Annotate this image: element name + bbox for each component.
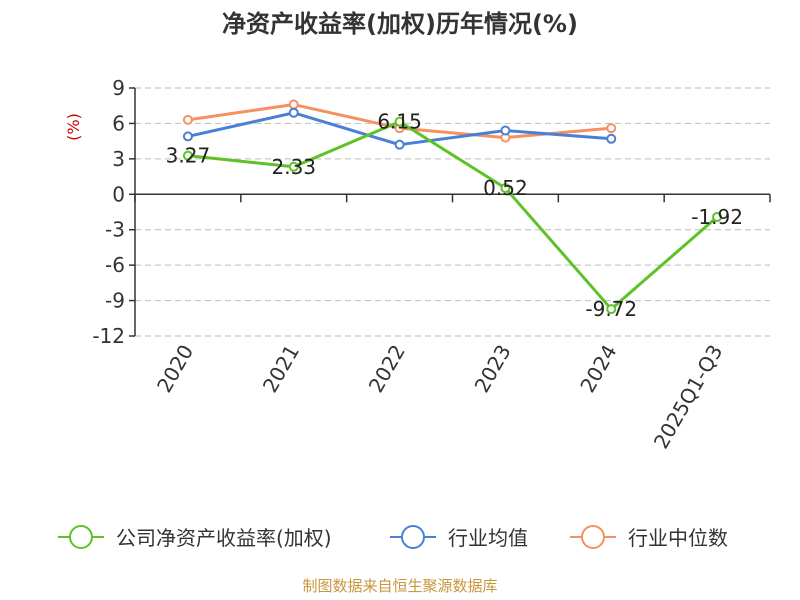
data-label: 0.52 xyxy=(483,176,528,200)
data-point xyxy=(394,139,405,150)
data-point xyxy=(182,114,193,125)
series-line xyxy=(187,120,719,311)
data-label: 6.15 xyxy=(377,110,422,134)
y-tick-label: 6 xyxy=(112,111,125,135)
data-labels: 3.27 2.33 6.15 0.52 -9.72 -1.92 xyxy=(166,110,743,321)
data-label: 2.33 xyxy=(271,155,316,179)
y-tick-label: -3 xyxy=(105,218,125,242)
chart-title: 净资产收益率(加权)历年情况(%) xyxy=(222,10,578,38)
data-label: 3.27 xyxy=(166,144,211,168)
legend-marker-icon xyxy=(401,525,425,549)
legend-item[interactable]: 公司净资产收益率(加权) xyxy=(58,525,332,550)
x-tick-label: 2024 xyxy=(575,341,621,397)
axes: 9 6 3 0 -3 -6 -9 -12 2020 2021 2022 2023 2024 2025Q1-… xyxy=(92,76,771,453)
y-tick-label: -12 xyxy=(92,324,125,348)
y-tick-label: -6 xyxy=(105,253,125,277)
series-group xyxy=(182,99,723,315)
legend-item[interactable]: 行业中位数 xyxy=(570,525,728,550)
data-point xyxy=(500,183,511,194)
data-point xyxy=(712,211,723,222)
data-point xyxy=(394,116,405,127)
data-label: -1.92 xyxy=(691,205,743,229)
data-point xyxy=(288,99,299,110)
data-point xyxy=(606,304,617,315)
x-tick-label: 2023 xyxy=(470,340,516,396)
source-note: 制图数据来自恒生聚源数据库 xyxy=(302,577,497,595)
legend-label: 行业中位数 xyxy=(628,526,728,550)
y-tick-label: 0 xyxy=(112,182,125,206)
data-point xyxy=(288,107,299,118)
grid xyxy=(135,87,770,337)
x-tick-label: 2020 xyxy=(152,341,198,397)
legend-label: 行业均值 xyxy=(448,526,528,550)
x-tick-label: 2022 xyxy=(364,341,410,397)
data-point xyxy=(606,133,617,144)
legend-label: 公司净资产收益率(加权) xyxy=(116,526,332,550)
legend-marker-icon xyxy=(69,525,93,549)
data-point xyxy=(288,161,299,172)
data-point xyxy=(182,150,193,161)
data-label: -9.72 xyxy=(585,297,637,321)
data-point xyxy=(500,125,511,136)
legend-marker-icon xyxy=(581,525,605,549)
legend-item[interactable]: 行业均值 xyxy=(390,525,528,550)
y-tick-label: -9 xyxy=(105,289,125,313)
legend[interactable]: 公司净资产收益率(加权) 行业均值 行业中位数 xyxy=(58,525,728,550)
y-tick-label: 9 xyxy=(112,76,125,100)
x-tick-label: 2025Q1-Q3 xyxy=(649,341,728,453)
x-tick-label: 2021 xyxy=(258,341,304,397)
y-axis-unit-label: (%) xyxy=(64,113,83,141)
data-point xyxy=(606,123,617,134)
data-point xyxy=(182,131,193,142)
y-tick-label: 3 xyxy=(112,147,125,171)
